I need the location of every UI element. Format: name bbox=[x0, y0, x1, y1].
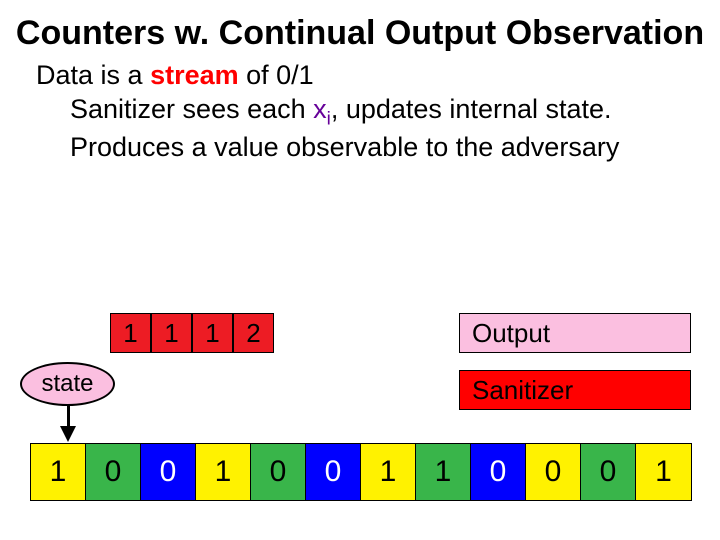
output-cell: 1 bbox=[110, 313, 151, 353]
output-cell: 2 bbox=[233, 313, 274, 353]
bit-cell: 1 bbox=[636, 444, 691, 500]
output-box: Output bbox=[459, 313, 691, 353]
state-label: state bbox=[41, 370, 93, 398]
em-stream: stream bbox=[150, 60, 239, 90]
output-cells: 1112 bbox=[110, 313, 274, 353]
bit-cell: 0 bbox=[306, 444, 361, 500]
bit-cell: 1 bbox=[31, 444, 86, 500]
bitstream: 100100110001 bbox=[30, 443, 692, 501]
body-line-3: Produces a value observable to the adver… bbox=[36, 131, 720, 165]
body-line2-post: , updates internal state. bbox=[331, 94, 612, 124]
body-line2-pre: Sanitizer sees each bbox=[70, 94, 313, 124]
output-box-label: Output bbox=[472, 318, 550, 349]
body-line1-pre: Data is a bbox=[36, 60, 150, 90]
output-cell: 1 bbox=[192, 313, 233, 353]
bit-cell: 0 bbox=[471, 444, 526, 500]
state-oval: state bbox=[20, 362, 115, 406]
bit-cell: 0 bbox=[86, 444, 141, 500]
body-line1-post: of 0/1 bbox=[239, 60, 314, 90]
body-line-1: Data is a stream of 0/1 bbox=[36, 59, 720, 93]
bit-cell: 0 bbox=[251, 444, 306, 500]
bit-cell: 0 bbox=[141, 444, 196, 500]
body-text: Data is a stream of 0/1 Sanitizer sees e… bbox=[0, 53, 720, 165]
em-xi: xi bbox=[313, 94, 331, 124]
bit-cell: 0 bbox=[526, 444, 581, 500]
bit-cell: 1 bbox=[416, 444, 471, 500]
output-cell: 1 bbox=[151, 313, 192, 353]
bit-cell: 1 bbox=[196, 444, 251, 500]
arrow-down-icon bbox=[60, 426, 76, 442]
bit-cell: 1 bbox=[361, 444, 416, 500]
page-title: Counters w. Continual Output Observation bbox=[0, 0, 720, 53]
bit-cell: 0 bbox=[581, 444, 636, 500]
sanitizer-box-label: Sanitizer bbox=[472, 375, 573, 406]
sanitizer-box: Sanitizer bbox=[459, 370, 691, 410]
body-line-2: Sanitizer sees each xi, updates internal… bbox=[36, 93, 720, 131]
